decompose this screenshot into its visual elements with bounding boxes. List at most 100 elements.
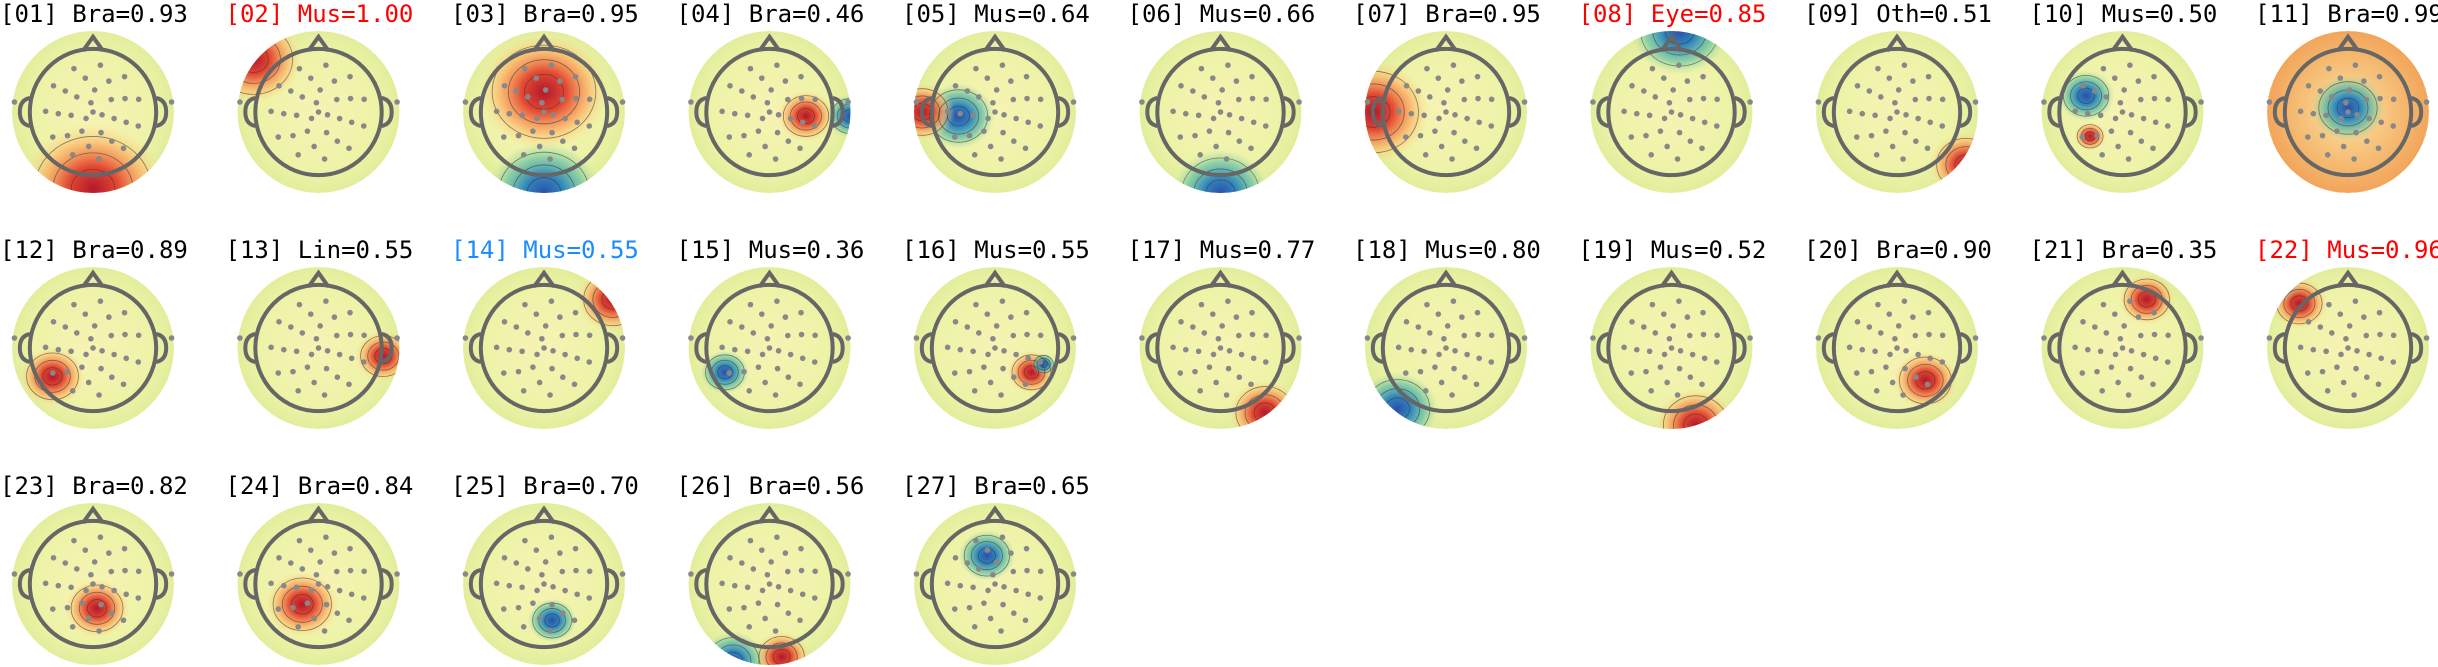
electrode [1182,346,1189,353]
electrode [1249,331,1256,338]
electrode [348,119,355,126]
electrode [106,78,112,84]
electrode [520,388,527,394]
electrode [1628,370,1635,376]
electrode [62,88,69,94]
electrode [2072,108,2078,115]
electrode [1892,335,1898,342]
electrode [557,550,563,556]
electrode [957,110,964,117]
electrode [331,314,338,320]
electrode [944,108,951,115]
electrode [966,604,973,611]
electrode [2150,145,2156,152]
electrode [1915,115,1921,122]
component-title: [24] Bra=0.84 [226,472,414,500]
electrode [957,346,964,353]
contour [2077,87,2095,104]
electrode [1521,99,1528,105]
component-title: [03] Bra=0.95 [451,0,639,28]
nose [983,33,1007,52]
component-title: [18] Mus=0.80 [1353,236,1541,264]
electrode [775,348,782,354]
electrode [2111,75,2118,81]
nose [1208,33,1233,52]
electrode [533,547,540,553]
electrode [1713,123,1720,129]
electrode [90,109,96,115]
topomap: [08] Eye=0.85 [1579,0,1766,193]
electrode [68,112,74,119]
electrode [1590,335,1596,341]
electrode [726,370,733,376]
electrode [1024,331,1030,338]
electrode [1894,345,1900,351]
activation [700,350,750,395]
electrode [525,566,531,572]
electrode [2304,134,2311,140]
component-title: [10] Mus=0.50 [2030,0,2218,28]
electrode [1441,99,1447,106]
electrode [2112,115,2119,122]
electrode [360,123,367,129]
ear [606,96,620,128]
topomap: [20] Bra=0.90 [1804,236,1992,429]
electrode [2092,324,2098,330]
electrode [1902,129,1908,136]
electrode [96,392,102,398]
electrode [1424,301,1430,308]
electrode [2364,138,2370,145]
electrode [2135,78,2142,84]
electrode [1939,359,1946,365]
contour [544,613,560,628]
electrode [799,591,806,598]
electrode [123,119,129,126]
electrode [88,335,94,342]
electrode [1657,364,1664,370]
electrode [1699,381,1705,388]
head [929,518,1061,650]
electrode [1001,348,1007,354]
ear [1821,332,1835,364]
electrode [2423,335,2430,341]
electrode [1866,88,1873,94]
nose [532,269,556,288]
electrode [560,374,566,381]
electrode [111,115,117,122]
electrode [571,381,578,388]
electrode [2266,99,2273,105]
activation [826,94,851,138]
electrode [586,595,593,601]
electrode [952,83,959,89]
electrode [755,364,762,370]
electrode [1450,62,1457,68]
electrode [108,568,115,575]
electrode [1815,99,1822,105]
electrode [1677,112,1684,118]
electrode [268,344,274,351]
electrode [88,99,94,106]
electrode [135,96,142,103]
electrode [1887,115,1893,122]
electrode [2108,128,2115,134]
electrode [1235,96,1242,103]
electrode [985,115,991,122]
electrode [2151,309,2157,316]
electrode [1747,99,1753,105]
electrode [361,568,367,575]
electrode [547,392,553,398]
contour [512,164,576,193]
electrode [1854,83,1861,89]
contour [507,59,581,125]
electrode [784,96,791,103]
electrode [758,547,765,553]
electrode [562,115,568,122]
electrode [1415,324,1422,330]
electrode [11,99,18,105]
electrode [768,559,774,565]
electrode [1892,99,1898,106]
topomap: [12] Bra=0.89 [0,236,188,429]
electrode [394,571,400,577]
electrode [1296,99,1302,105]
electrode [315,109,322,115]
